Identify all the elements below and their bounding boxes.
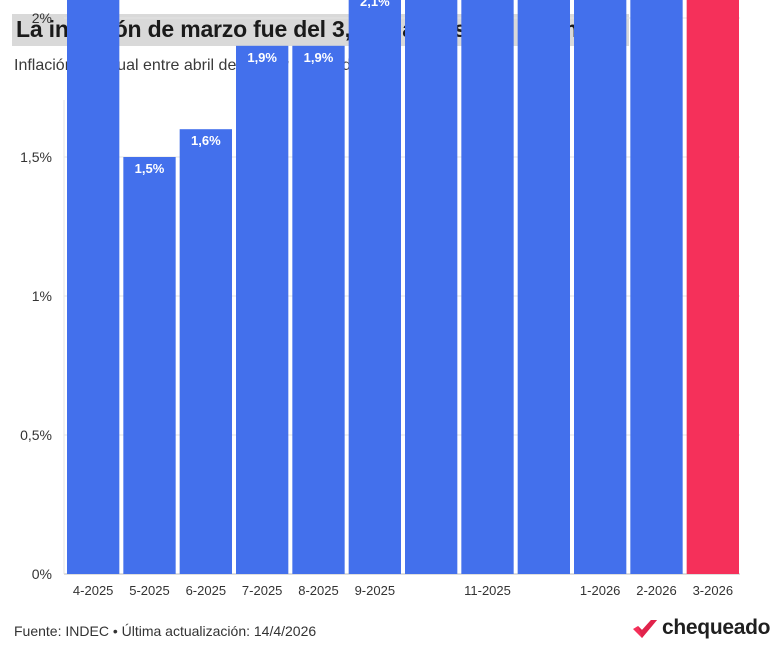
bar-chart: 0%0,5%1%1,5%2%2,5%3%2,8%4-20251,5%5-2025… [20, 0, 740, 598]
x-tick-label: 6-2025 [186, 583, 226, 598]
bar [292, 45, 345, 575]
y-tick-label: 2% [32, 10, 52, 26]
bar [517, 0, 570, 575]
chequeado-check-icon [633, 620, 657, 638]
x-tick-label: 7-2025 [242, 583, 282, 598]
bar-value-label: 2,1% [360, 0, 390, 9]
y-tick-label: 0,5% [20, 427, 52, 443]
bar [179, 129, 232, 574]
bar-value-label: 1,9% [304, 50, 334, 65]
chequeado-wordmark: chequeado [662, 616, 770, 639]
bar [67, 0, 120, 575]
bar-value-label: 1,5% [135, 161, 165, 176]
source-note: Fuente: INDEC • Última actualización: 14… [14, 623, 317, 639]
x-tick-label: 2-2026 [636, 583, 676, 598]
bar [630, 0, 683, 575]
x-tick-label: 9-2025 [355, 583, 395, 598]
y-tick-label: 0% [32, 566, 52, 582]
bar [574, 0, 627, 575]
x-tick-label: 11-2025 [464, 583, 511, 598]
bar [123, 157, 176, 574]
x-tick-label: 8-2025 [298, 583, 338, 598]
y-tick-label: 1% [32, 288, 52, 304]
bar [461, 0, 514, 574]
x-tick-label: 4-2025 [73, 583, 113, 598]
x-tick-label: 5-2025 [129, 583, 169, 598]
bar [405, 0, 458, 575]
chequeado-logo: chequeado [632, 616, 770, 640]
bar [236, 45, 289, 575]
x-tick-label: 1-2026 [580, 583, 620, 598]
y-tick-label: 1,5% [20, 149, 52, 165]
bar-value-label: 1,6% [191, 133, 221, 148]
bar [686, 0, 739, 574]
bar-value-label: 1,9% [247, 50, 277, 65]
x-tick-label: 3-2026 [693, 583, 733, 598]
bar [348, 0, 401, 574]
